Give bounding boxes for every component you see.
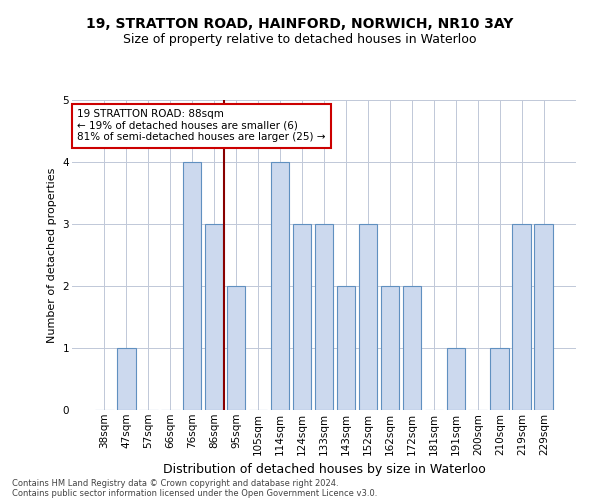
Text: Size of property relative to detached houses in Waterloo: Size of property relative to detached ho…: [123, 32, 477, 46]
Bar: [227, 286, 245, 410]
Bar: [359, 224, 377, 410]
Bar: [446, 348, 465, 410]
Bar: [535, 224, 553, 410]
Bar: [183, 162, 202, 410]
Bar: [205, 224, 223, 410]
X-axis label: Distribution of detached houses by size in Waterloo: Distribution of detached houses by size …: [163, 463, 485, 476]
Bar: [314, 224, 334, 410]
Bar: [403, 286, 421, 410]
Bar: [293, 224, 311, 410]
Bar: [512, 224, 531, 410]
Text: Contains public sector information licensed under the Open Government Licence v3: Contains public sector information licen…: [12, 488, 377, 498]
Text: Contains HM Land Registry data © Crown copyright and database right 2024.: Contains HM Land Registry data © Crown c…: [12, 478, 338, 488]
Y-axis label: Number of detached properties: Number of detached properties: [47, 168, 57, 342]
Bar: [117, 348, 136, 410]
Bar: [490, 348, 509, 410]
Bar: [271, 162, 289, 410]
Text: 19 STRATTON ROAD: 88sqm
← 19% of detached houses are smaller (6)
81% of semi-det: 19 STRATTON ROAD: 88sqm ← 19% of detache…: [77, 110, 326, 142]
Text: 19, STRATTON ROAD, HAINFORD, NORWICH, NR10 3AY: 19, STRATTON ROAD, HAINFORD, NORWICH, NR…: [86, 18, 514, 32]
Bar: [380, 286, 399, 410]
Bar: [337, 286, 355, 410]
